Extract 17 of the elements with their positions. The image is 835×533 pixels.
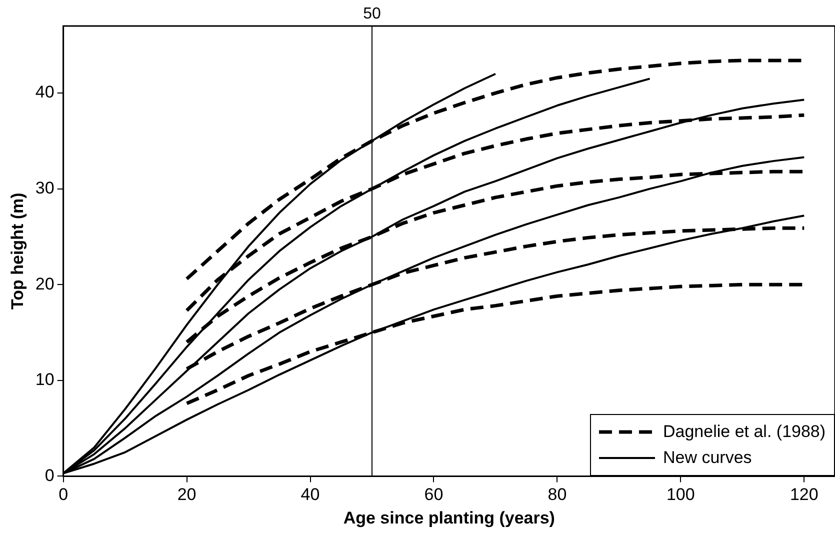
ref-line-label: 50 (363, 5, 381, 22)
x-tick-label: 100 (666, 485, 695, 504)
y-axis-title: Top height (m) (8, 192, 27, 310)
y-tick-label: 0 (44, 466, 54, 485)
y-tick-label: 30 (35, 178, 54, 198)
y-tick-label: 20 (35, 274, 54, 294)
legend-label: Dagnelie et al. (1988) (663, 421, 826, 444)
x-tick-label: 120 (790, 485, 818, 504)
x-tick-label: 80 (548, 485, 567, 504)
x-tick-label: 0 (58, 485, 68, 504)
x-tick-label: 60 (424, 485, 444, 504)
x-axis-title: Age since planting (years) (343, 508, 555, 528)
x-tick-label: 40 (300, 485, 320, 504)
legend-label: New curves (663, 447, 752, 470)
y-tick-label: 10 (35, 370, 54, 390)
y-tick-label: 40 (35, 82, 54, 102)
x-tick-label: 20 (177, 485, 196, 504)
